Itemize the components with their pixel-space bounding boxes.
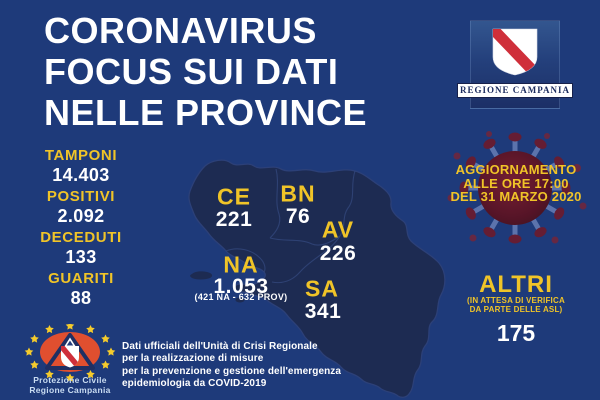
pc-logo-caption: Protezione Civile Regione Campania: [14, 375, 126, 395]
update-line: AGGIORNAMENTO: [455, 162, 577, 177]
province-value-na: 1.053: [213, 275, 269, 298]
title-line: NELLE PROVINCE: [44, 92, 368, 133]
protezione-civile-logo: [24, 324, 116, 382]
pc-shield-band: [61, 346, 79, 368]
island-capri: [235, 297, 245, 303]
province-code-bn: BN: [280, 180, 316, 207]
stat-guariti: GUARITI 88: [0, 269, 162, 308]
stat-deceduti: DECEDUTI 133: [0, 228, 162, 267]
province-value-bn: 76: [285, 205, 311, 228]
region-logo-caption: REGIONE CAMPANIA: [457, 83, 573, 98]
page-title: CORONAVIRUS FOCUS SUI DATI NELLE PROVINC…: [44, 10, 464, 133]
stat-value: 14.403: [52, 165, 110, 185]
altri-note: DA PARTE DELLE ASL): [469, 304, 563, 314]
island-ischia: [190, 271, 213, 280]
update-banner: AGGIORNAMENTO ALLE ORE 17:00 DEL 31 MARZ…: [430, 163, 600, 204]
update-line: ALLE ORE 17:00: [463, 175, 569, 191]
province-value-sa: 341: [304, 300, 342, 323]
province-code-sa: SA: [305, 275, 339, 302]
province-borders: [225, 168, 356, 284]
disclaimer-text: Dati ufficiali dell'Unità di Crisi Regio…: [122, 341, 422, 391]
disclaimer-line: epidemiologia da COVID-2019: [122, 378, 267, 390]
province-value-ce: 221: [215, 208, 253, 231]
title-line: FOCUS SUI DATI: [44, 51, 339, 92]
pc-triangle: [45, 333, 95, 370]
stat-tamponi: TAMPONI 14.403: [0, 146, 162, 185]
province-code-av: AV: [321, 216, 355, 243]
altri-section: ALTRI (IN ATTESA DI VERIFICA DA PARTE DE…: [430, 272, 600, 346]
disclaimer-line: per la prevenzione e gestione dell'emerg…: [122, 365, 342, 377]
province-code-ce: CE: [217, 183, 251, 210]
disclaimer-line: Dati ufficiali dell'Unità di Crisi Regio…: [122, 341, 318, 352]
stat-label: DECEDUTI: [40, 229, 122, 246]
province-note-na: (421 NA - 632 PROV): [194, 292, 288, 302]
pc-caption-line: Regione Campania: [29, 384, 111, 395]
title-line: CORONAVIRUS: [44, 10, 317, 51]
campania-shield-icon: [492, 28, 538, 76]
campania-region-shape: [188, 159, 446, 398]
virus-icon: [447, 131, 587, 244]
pc-caption-line: Protezione Civile: [33, 375, 107, 385]
province-value-av: 226: [319, 242, 357, 265]
altri-label: ALTRI: [479, 271, 553, 298]
stat-value: 2.092: [57, 206, 105, 226]
stat-label: TAMPONI: [44, 147, 118, 164]
stat-label: GUARITI: [48, 270, 114, 287]
update-line: DEL 31 MARZO 2020: [450, 189, 582, 204]
stat-value: 88: [70, 288, 92, 308]
stat-label: POSITIVI: [46, 188, 116, 205]
altri-note: (IN ATTESA DI VERIFICA: [467, 296, 565, 305]
altri-value: 175: [496, 320, 536, 346]
stat-positivi: POSITIVI 2.092: [0, 187, 162, 226]
disclaimer-line: per la realizzazione di misure: [122, 353, 264, 365]
campania-map: [188, 159, 446, 398]
pc-emblem-inner: [66, 340, 74, 346]
province-code-na: NA: [223, 251, 259, 278]
stat-value: 133: [65, 247, 97, 267]
regione-campania-logo: REGIONE CAMPANIA: [456, 18, 576, 109]
